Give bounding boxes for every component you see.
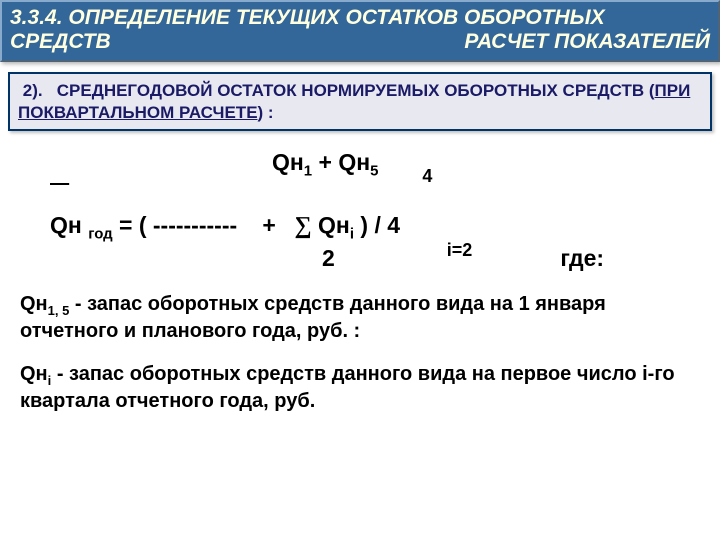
formula-sub1: 1: [304, 162, 312, 179]
subheader-part2: ) :: [258, 103, 274, 122]
formula-plus: +: [262, 212, 275, 238]
formula-lhs-qn: Qн: [50, 212, 88, 238]
header-title-line2a: СРЕДСТВ: [10, 30, 111, 54]
header-title-line2b: РАСЧЕТ ПОКАЗАТЕЛЕЙ: [464, 30, 710, 54]
formula-where: где:: [560, 245, 604, 272]
formula-sub5: 5: [370, 162, 378, 179]
subheader-box: 2). СРЕДНЕГОДОВОЙ ОСТАТОК НОРМИРУЕМЫХ ОБ…: [8, 72, 712, 131]
formula-sum-upper: 4: [422, 166, 432, 187]
desc2-text: - запас оборотных средств данного вида н…: [20, 363, 675, 412]
subheader-text: 2). СРЕДНЕГОДОВОЙ ОСТАТОК НОРМИРУЕМЫХ ОБ…: [18, 80, 702, 123]
header-title-line1: ОПРЕДЕЛЕНИЕ ТЕКУЩИХ ОСТАТКОВ ОБОРОТНЫХ: [68, 6, 604, 29]
formula-plus-qn: + Qн: [312, 149, 370, 175]
subheader-number: 2).: [23, 81, 43, 100]
formula-eq: = (: [113, 212, 153, 238]
slide-header: 3.3.4. ОПРЕДЕЛЕНИЕ ТЕКУЩИХ ОСТАТКОВ ОБОР…: [0, 0, 720, 62]
formula-main-row: Qн год = ( ----------- + ∑ Qнi ) / 4: [22, 185, 698, 243]
description-p1: Qн1, 5 - запас оборотных средств данного…: [20, 292, 700, 344]
desc1-text: - запас оборотных средств данного вида н…: [20, 293, 606, 342]
desc1-sub: 1, 5: [48, 303, 70, 318]
formula-fraction-line: -----------: [153, 212, 237, 238]
sigma-icon: ∑: [295, 213, 312, 239]
section-number: 3.3.4.: [10, 6, 63, 29]
formula-qn: Qн: [272, 149, 304, 175]
description-block: Qн1, 5 - запас оборотных средств данного…: [0, 292, 720, 415]
formula-block: Qн1 + Qн5 4 Qн год = ( ----------- + ∑ Q…: [0, 149, 720, 272]
formula-lhs-sub: год: [88, 226, 112, 243]
formula-sum-lower: i=2: [447, 240, 473, 261]
subheader-part1: СРЕДНЕГОДОВОЙ ОСТАТОК НОРМИРУЕМЫХ ОБОРОТ…: [57, 81, 655, 100]
formula-denominator: 2: [322, 245, 335, 272]
desc2-symbol: Qн: [20, 363, 48, 385]
formula-numerator-row: Qн1 + Qн5 4: [22, 149, 698, 180]
formula-denominator-row: 2 i=2 где:: [22, 245, 698, 272]
formula-close: ) / 4: [354, 212, 400, 238]
desc1-symbol: Qн: [20, 293, 48, 315]
formula-overbar: [50, 185, 69, 211]
formula-qni: Qн: [312, 212, 350, 238]
description-p2: Qнi - запас оборотных средств данного ви…: [20, 362, 700, 414]
